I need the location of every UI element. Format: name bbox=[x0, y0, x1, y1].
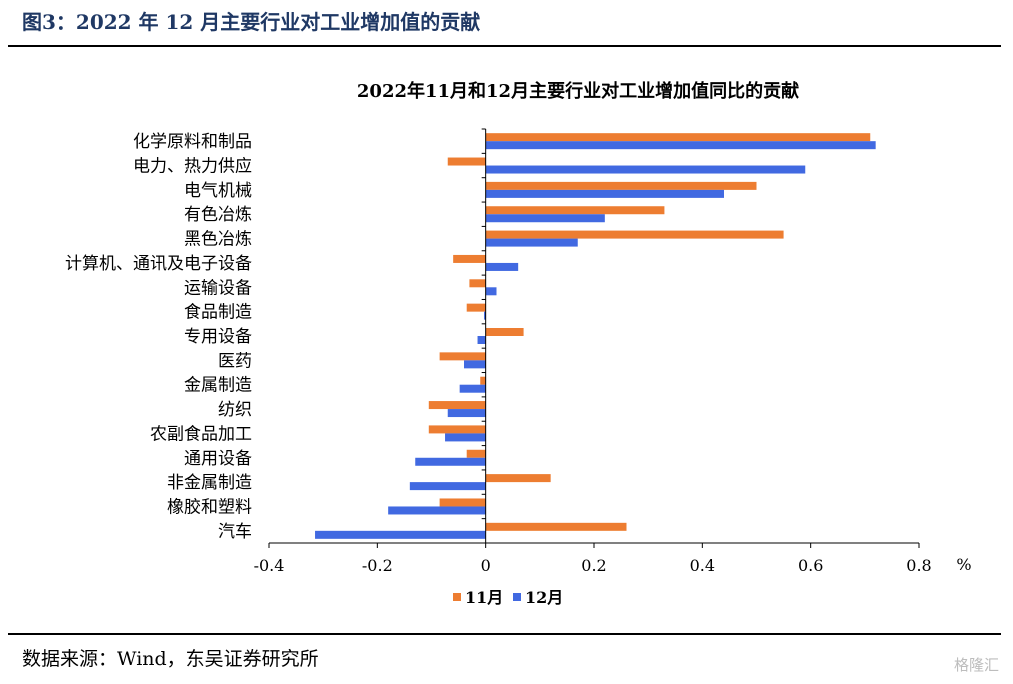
bar-dec bbox=[445, 433, 486, 442]
bar-dec bbox=[485, 262, 519, 271]
bar-dec bbox=[477, 336, 486, 344]
category-label: 运输设备 bbox=[184, 278, 252, 298]
bar-nov bbox=[485, 522, 627, 531]
category-label: 农副食品加工 bbox=[150, 424, 252, 444]
bar-dec bbox=[485, 141, 876, 150]
legend-swatch bbox=[513, 593, 521, 601]
bar-nov bbox=[485, 206, 665, 215]
bar-nov bbox=[428, 425, 486, 434]
bar-nov bbox=[466, 449, 486, 458]
bar-nov bbox=[480, 376, 486, 385]
category-label: 金属制造 bbox=[184, 376, 252, 396]
bars-group bbox=[315, 133, 876, 539]
bar-dec bbox=[388, 506, 486, 515]
x-tick-label: 0.4 bbox=[690, 556, 715, 575]
top-rule bbox=[8, 45, 1001, 47]
bar-dec bbox=[484, 311, 486, 320]
bar-nov bbox=[447, 157, 486, 166]
legend: 11月 12月 bbox=[453, 588, 563, 607]
category-label: 专用设备 bbox=[184, 327, 252, 347]
bar-dec bbox=[464, 360, 486, 369]
bar-nov bbox=[439, 498, 486, 507]
figure-title: 图3：2022 年 12 月主要行业对工业增加值的贡献 bbox=[22, 10, 481, 34]
data-source: 数据来源：Wind，东吴证券研究所 bbox=[22, 648, 319, 670]
x-tick-label: 0.2 bbox=[581, 556, 606, 575]
bar-dec bbox=[415, 457, 486, 466]
bar-dec bbox=[459, 384, 486, 393]
x-axis: -0.4 -0.2 0 0.2 0.4 0.6 0.8 bbox=[254, 128, 932, 575]
bar-nov bbox=[439, 352, 486, 361]
x-tick-label: 0.8 bbox=[906, 556, 931, 575]
x-tick-label: -0.2 bbox=[362, 556, 393, 575]
bar-nov bbox=[485, 230, 784, 239]
category-label: 非金属制造 bbox=[167, 473, 252, 493]
legend-label: 11月 bbox=[465, 588, 503, 607]
category-labels: 化学原料和制品电力、热力供应电气机械有色冶炼黑色冶炼计算机、通讯及电子设备运输设… bbox=[65, 132, 252, 542]
category-label: 电力、热力供应 bbox=[133, 157, 252, 177]
unit-label: % bbox=[956, 555, 971, 574]
bar-dec bbox=[485, 165, 806, 174]
category-label: 食品制造 bbox=[184, 303, 252, 323]
bar-nov bbox=[428, 401, 486, 410]
category-label: 电气机械 bbox=[184, 181, 252, 201]
category-label: 有色冶炼 bbox=[184, 205, 252, 225]
bar-nov bbox=[485, 328, 524, 336]
bar-dec bbox=[447, 409, 486, 418]
x-tick-label: 0.6 bbox=[798, 556, 823, 575]
bar-dec bbox=[485, 214, 605, 223]
watermark: 格隆汇 bbox=[953, 656, 999, 674]
legend-swatch bbox=[453, 593, 461, 601]
bar-nov bbox=[485, 133, 871, 142]
category-label: 计算机、通讯及电子设备 bbox=[65, 254, 252, 274]
chart-title: 2022年11月和12月主要行业对工业增加值同比的贡献 bbox=[357, 80, 799, 102]
category-label: 通用设备 bbox=[184, 449, 252, 469]
category-label: 黑色冶炼 bbox=[184, 230, 252, 250]
bar-nov bbox=[485, 181, 757, 190]
bar-dec bbox=[485, 287, 497, 296]
category-label: 化学原料和制品 bbox=[133, 132, 252, 152]
bar-dec bbox=[485, 238, 578, 247]
bar-nov bbox=[453, 254, 486, 263]
bar-nov bbox=[485, 474, 551, 483]
category-label: 汽车 bbox=[218, 522, 252, 542]
x-tick-label: 0 bbox=[481, 556, 491, 575]
legend-label: 12月 bbox=[525, 588, 563, 607]
x-tick-label: -0.4 bbox=[254, 556, 285, 575]
bar-dec bbox=[315, 530, 486, 539]
bar-nov bbox=[469, 279, 486, 288]
category-label: 橡胶和塑料 bbox=[167, 497, 252, 517]
bar-nov bbox=[466, 303, 486, 312]
bar-dec bbox=[409, 482, 486, 491]
category-label: 纺织 bbox=[218, 400, 252, 420]
bottom-rule bbox=[8, 633, 1001, 635]
category-label: 医药 bbox=[218, 351, 252, 371]
bar-dec bbox=[485, 189, 724, 198]
